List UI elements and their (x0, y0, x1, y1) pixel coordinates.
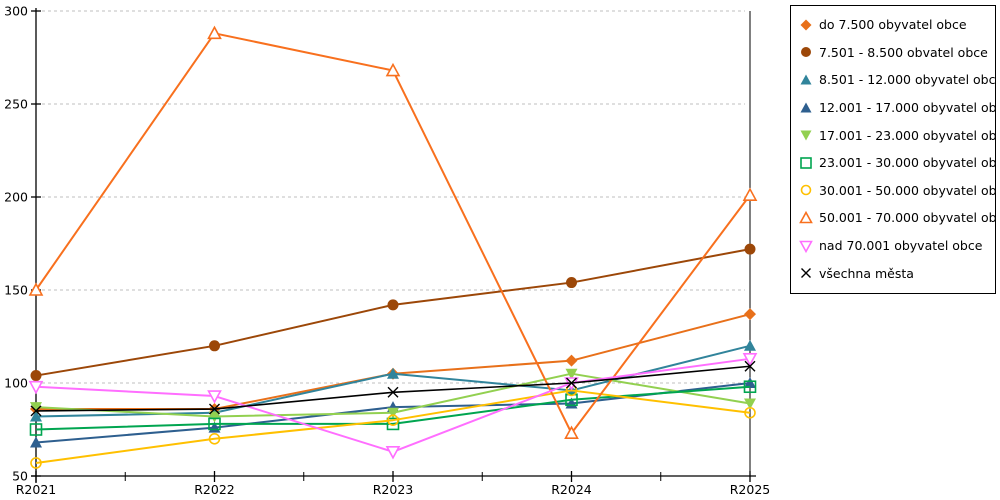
series-10 (30, 360, 756, 417)
x-tick-label-R2025: R2025 (730, 482, 771, 497)
legend-item-2: 7.501 - 8.500 obvatel obce (791, 39, 995, 67)
legend-item-label: nad 70.001 obyvatel obce (819, 238, 983, 254)
legend-item-10: všechna města (791, 259, 995, 287)
y-tick-label-250: 250 (4, 97, 28, 112)
legend-marker-icon (801, 47, 811, 58)
legend-marker-icon (800, 185, 812, 196)
legend-marker-icon (800, 102, 812, 113)
series-6 (29, 380, 757, 436)
legend-item-4: 12.001 - 17.000 obyvatel obc... (791, 94, 995, 122)
legend-item-6: 23.001 - 30.000 obyvatel obc... (791, 149, 995, 177)
series-8 (28, 25, 758, 440)
x-tick-label-R2024: R2024 (551, 482, 592, 497)
legend-item-label: všechna města (819, 265, 914, 281)
legend-item-5: 17.001 - 23.000 obyvatel obc... (791, 121, 995, 149)
legend-item-label: 7.501 - 8.500 obvatel obce (819, 44, 988, 60)
legend-marker-icon (801, 268, 811, 279)
legend-item-8: 50.001 - 70.000 obyvatel obc... (791, 204, 995, 232)
legend-marker-icon (800, 156, 812, 169)
legend-item-label: 12.001 - 17.000 obyvatel obc... (819, 100, 995, 116)
x-tick-label-R2021: R2021 (16, 482, 57, 497)
legend-item-label: do 7.500 obyvatel obce (819, 17, 967, 33)
x-tick-label-R2023: R2023 (373, 482, 414, 497)
y-tick-label-300: 300 (4, 4, 28, 19)
legend-item-label: 50.001 - 70.000 obyvatel obc... (819, 210, 995, 226)
legend-item-label: 8.501 - 12.000 obyvatel obce (819, 72, 995, 88)
legend-item-9: nad 70.001 obyvatel obce (791, 232, 995, 260)
series-2 (30, 243, 756, 382)
y-tick-label-150: 150 (4, 283, 28, 298)
x-tick-label-R2022: R2022 (194, 482, 235, 497)
legend-marker-icon (800, 130, 812, 141)
legend-marker-icon (800, 74, 812, 85)
legend-marker-icon (799, 210, 813, 224)
legend-item-1: do 7.500 obyvatel obce (791, 11, 995, 39)
legend-item-label: 17.001 - 23.000 obyvatel obc... (819, 127, 995, 143)
y-tick-label-100: 100 (4, 376, 28, 391)
legend-marker-icon (799, 240, 813, 253)
legend-item-7: 30.001 - 50.000 obyvatel obc... (791, 177, 995, 205)
legend-item-label: 30.001 - 50.000 obyvatel obc... (819, 182, 995, 198)
legend-marker-icon (800, 19, 812, 31)
chart-legend: do 7.500 obyvatel obce 7.501 - 8.500 obv… (790, 5, 996, 294)
series-5 (30, 368, 756, 423)
y-tick-label-200: 200 (4, 190, 28, 205)
series-9 (28, 353, 758, 460)
legend-item-3: 8.501 - 12.000 obyvatel obce (791, 66, 995, 94)
legend-item-label: 23.001 - 30.000 obyvatel obc... (819, 155, 995, 171)
y-tick-label-50: 50 (12, 469, 28, 484)
